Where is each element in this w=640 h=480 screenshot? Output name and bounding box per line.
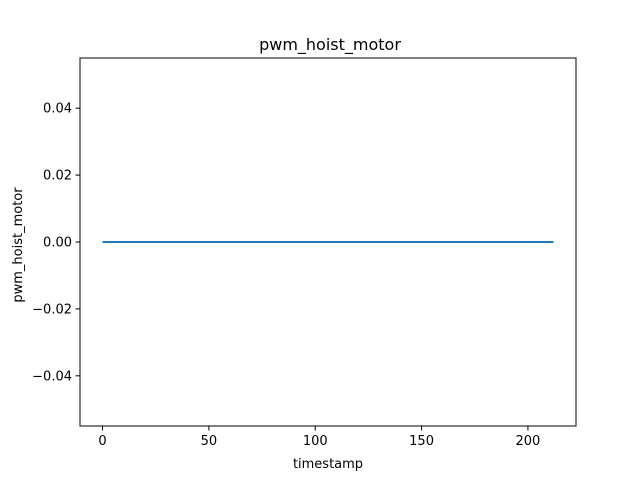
x-tick-label: 200 xyxy=(516,434,541,449)
y-tick-label: −0.04 xyxy=(32,369,72,384)
y-tick-label: −0.02 xyxy=(32,302,72,317)
x-axis: 0 50 100 150 200 xyxy=(98,426,540,449)
y-tick-label: 0.00 xyxy=(43,236,72,251)
x-tick-label: 150 xyxy=(409,434,434,449)
chart-title: pwm_hoist_motor xyxy=(259,35,401,55)
x-tick-label: 0 xyxy=(98,434,106,449)
y-tick-label: 0.02 xyxy=(43,169,72,184)
y-tick-label: 0.04 xyxy=(43,102,72,117)
x-axis-label: timestamp xyxy=(293,457,363,472)
x-tick-label: 50 xyxy=(201,434,218,449)
y-axis: −0.04 −0.02 0.00 0.02 0.04 xyxy=(32,102,80,384)
x-tick-label: 100 xyxy=(303,434,328,449)
y-axis-label: pwm_hoist_motor xyxy=(11,187,26,303)
